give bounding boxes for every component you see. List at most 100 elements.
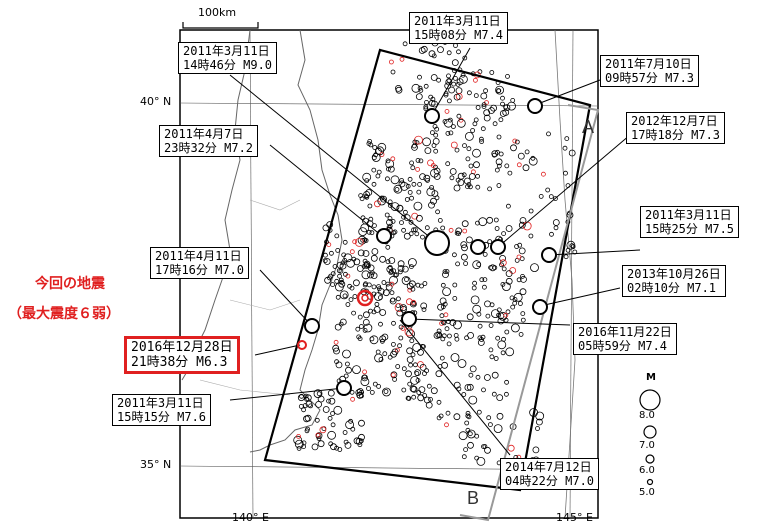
epicenter-dot <box>413 201 423 211</box>
epicenter-dot <box>392 272 398 278</box>
event-time: 15時08分 M7.4 <box>414 28 504 42</box>
epicenter-dot <box>522 221 532 231</box>
epicenter-dot <box>382 387 391 397</box>
epicenter-dot <box>474 433 480 439</box>
epicenter-dot <box>565 247 571 253</box>
epicenter-dot <box>403 214 411 222</box>
event-date: 2011年3月11日 <box>414 14 501 28</box>
epicenter-dot <box>522 164 530 172</box>
epicenter-dot <box>335 361 343 369</box>
epicenter-dot <box>362 250 370 257</box>
epicenter-dot <box>528 233 534 239</box>
epicenter-dot <box>490 309 500 319</box>
epicenter-dot <box>385 166 391 172</box>
epicenter-dot <box>410 165 416 171</box>
epicenter-dot <box>387 202 393 208</box>
epicenter-dot <box>342 349 351 359</box>
event-circle <box>336 380 352 396</box>
epicenter-dot <box>334 233 340 239</box>
epicenter-dot <box>334 359 340 365</box>
epicenter-dot <box>408 219 414 225</box>
epicenter-dot <box>426 383 432 389</box>
epicenter-dot <box>470 128 476 133</box>
epicenter-dot <box>456 118 466 128</box>
epicenter-dot <box>434 126 440 132</box>
epicenter-dot <box>382 289 390 297</box>
epicenter-dot <box>398 324 404 330</box>
epicenter-dot <box>465 427 471 433</box>
epicenter-dot <box>390 156 396 162</box>
epicenter-dot <box>467 431 473 437</box>
epicenter-dot <box>322 224 330 232</box>
epicenter-dot <box>507 101 516 111</box>
event-time: 09時57分 M7.3 <box>605 71 695 85</box>
epicenter-dot <box>385 283 393 291</box>
epicenter-dot <box>520 275 527 283</box>
epicenter-dot <box>336 268 342 274</box>
epicenter-dot <box>460 253 468 261</box>
epicenter-dot <box>465 410 471 416</box>
epicenter-dot <box>363 190 371 198</box>
event-circle <box>470 239 486 255</box>
epicenter-dot <box>454 230 460 236</box>
epicenter-dot <box>453 93 461 101</box>
event-label: 2012年12月7日 17時18分 M7.3 <box>626 112 726 144</box>
epicenter-dot <box>340 260 346 266</box>
event-circle <box>401 311 417 327</box>
epicenter-dot <box>444 422 449 428</box>
epicenter-dot <box>343 373 349 379</box>
event-date: 2011年3月11日 <box>645 208 732 222</box>
leader-line <box>229 387 345 401</box>
epicenter-dot <box>461 220 469 228</box>
epicenter-dot <box>416 390 422 395</box>
epicenter-dot <box>419 173 427 181</box>
epicenter-dot <box>400 305 407 313</box>
epicenter-dot <box>368 308 373 314</box>
epicenter-dot <box>460 72 466 78</box>
epicenter-dot <box>435 209 441 215</box>
major-events <box>304 98 557 396</box>
epicenter-dot <box>478 217 488 227</box>
event-time: 15時15分 M7.6 <box>117 410 207 424</box>
epicenter-dot <box>373 200 381 208</box>
epicenter-dot <box>485 313 491 319</box>
epicenter-dot <box>454 336 460 342</box>
epicenter-dot <box>406 347 414 355</box>
epicenter-dot <box>388 270 394 276</box>
current-event-circle <box>297 340 307 350</box>
legend-mag-6: 6.0 <box>639 465 655 476</box>
epicenter-dot <box>445 161 451 167</box>
study-region <box>263 48 592 492</box>
epicenter-dot <box>352 279 360 287</box>
epicenter-dot <box>481 284 487 290</box>
epicenter-dot <box>501 231 507 237</box>
epicenter-dot <box>553 196 558 202</box>
epicenter-dot <box>360 377 370 387</box>
epicenter-dot <box>406 282 414 290</box>
epicenter-dot <box>552 219 560 226</box>
epicenter-dot <box>411 394 417 400</box>
epicenter-dot <box>530 263 539 273</box>
epicenter-dot <box>370 254 378 262</box>
epicenter-dot <box>385 244 391 250</box>
epicenter-dot <box>376 383 382 389</box>
epicenter-dot <box>366 386 371 391</box>
epicenter-dot <box>317 440 325 448</box>
epicenter-dot <box>399 181 409 191</box>
epicenter-dot <box>357 314 363 320</box>
epicenter-dot <box>495 85 505 95</box>
epicenter-dot <box>466 313 474 321</box>
epicenter-dot <box>436 399 442 405</box>
epicenter-dot <box>418 47 426 54</box>
epicenter-dot <box>428 201 435 209</box>
epicenter-dot <box>445 410 451 416</box>
epicenter-dot <box>430 74 438 81</box>
epicenter-dot <box>414 369 422 377</box>
epicenter-dot <box>449 319 457 326</box>
epicenter-dot <box>369 389 375 395</box>
event-time: 15時25分 M7.5 <box>645 222 735 236</box>
epicenter-dot <box>349 285 355 291</box>
scale-label: 100km <box>198 6 237 19</box>
epicenter-dot <box>505 309 511 315</box>
epicenter-dot <box>451 81 457 87</box>
